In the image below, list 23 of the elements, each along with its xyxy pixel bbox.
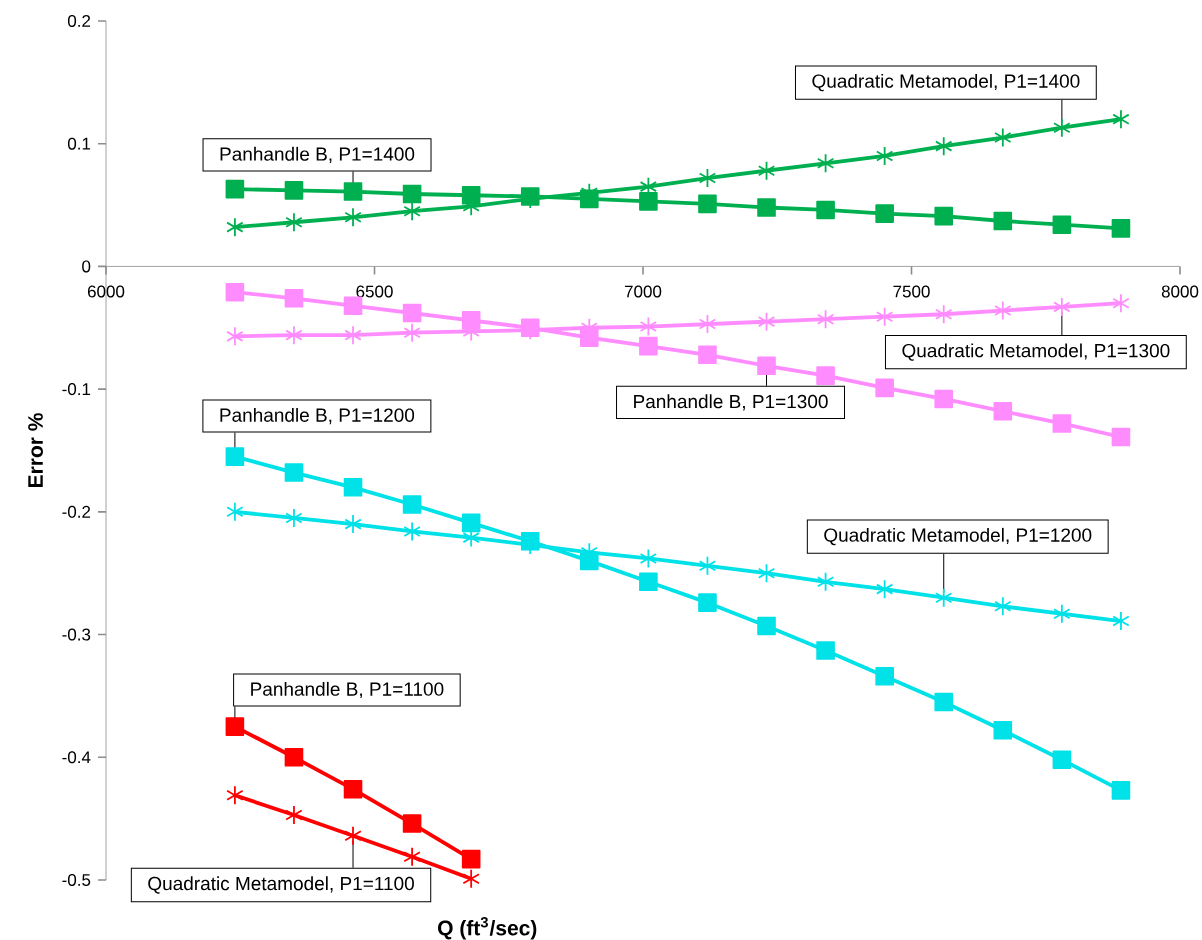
series-label: Panhandle B, P1=1400 <box>220 146 415 164</box>
x-tick-label: 6000 <box>87 285 125 298</box>
x-tick-label: 7000 <box>624 285 662 298</box>
x-tick-label: 7500 <box>893 285 930 298</box>
x-axis-title: Q (ft$^{3}$/sec) <box>438 917 537 940</box>
y-tick-label: 0.1 <box>67 137 91 150</box>
series-label: Panhandle B, P1=1100 <box>251 681 444 699</box>
x-tick-label: 6500 <box>356 285 393 298</box>
y-axis-title: Error % <box>28 413 43 487</box>
series-label: Panhandle B, P1=1300 <box>634 394 828 411</box>
y-tick-label: -0.3 <box>62 628 91 641</box>
y-tick-label: -0.2 <box>62 505 91 518</box>
y-tick-label: -0.4 <box>62 751 91 764</box>
x-tick-label: 8000 <box>1161 285 1199 298</box>
y-tick-label: -0.1 <box>62 383 91 396</box>
y-tick-label: 0 <box>82 260 91 273</box>
y-tick-label: 0.2 <box>67 14 91 27</box>
series-label: Quadratic Metamodel, P1=1100 <box>148 876 414 894</box>
series-label: Panhandle B, P1=1200 <box>220 407 415 425</box>
y-tick-label: -0.5 <box>62 873 91 886</box>
series-label: Quadratic Metamodel, P1=1400 <box>812 73 1080 92</box>
series-label: Quadratic Metamodel, P1=1200 <box>824 527 1092 546</box>
series-label: Quadratic Metamodel, P1=1300 <box>902 343 1170 361</box>
